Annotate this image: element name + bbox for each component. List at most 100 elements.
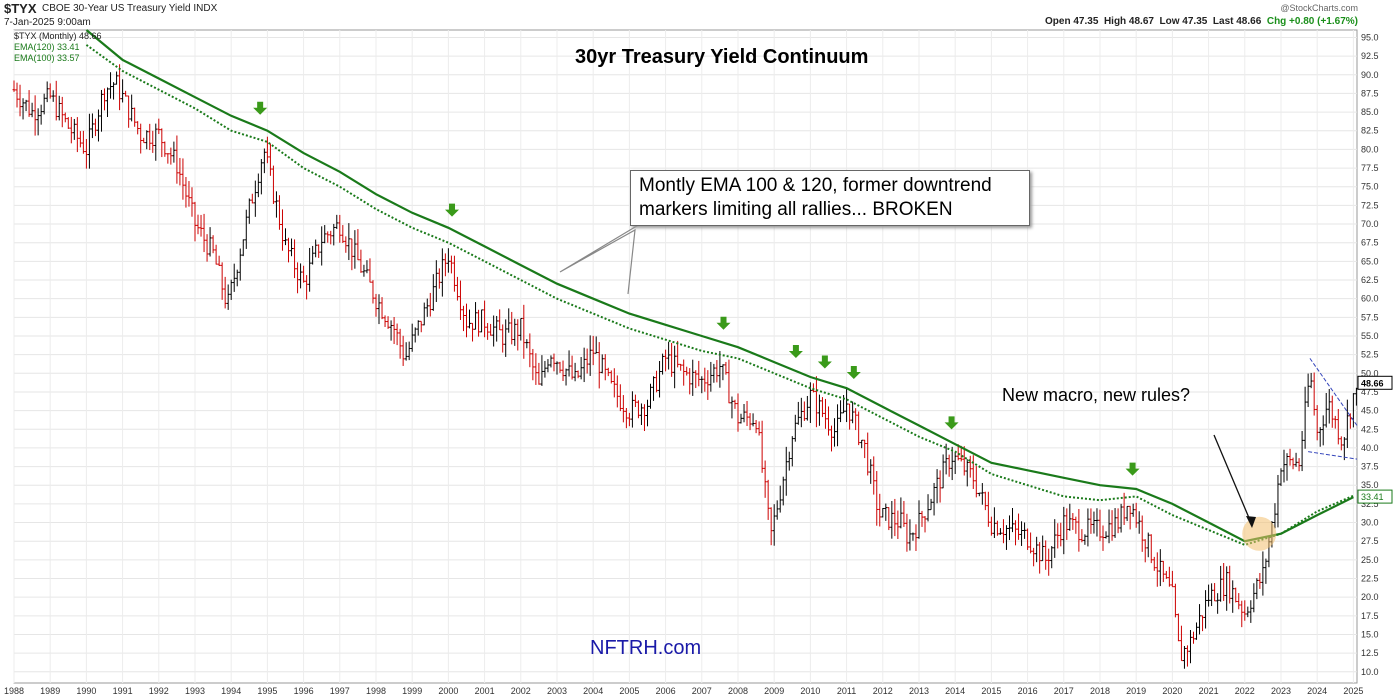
x-tick-label: 2004	[583, 686, 603, 696]
legend: $TYX (Monthly) 48.66 EMA(120) 33.41 EMA(…	[14, 31, 102, 64]
y-tick-label: 40.0	[1361, 443, 1379, 453]
y-tick-label: 65.0	[1361, 256, 1379, 266]
ema-value-box	[1357, 489, 1393, 504]
last-value-box	[1357, 375, 1393, 390]
y-tick-label: 67.5	[1361, 238, 1379, 248]
note-arrow-line	[1213, 434, 1253, 526]
x-tick-label: 2002	[511, 686, 531, 696]
x-tick-label: 1989	[40, 686, 60, 696]
ema120-line	[85, 29, 1354, 543]
y-tick-label: 75.0	[1361, 182, 1379, 192]
y-tick-label: 20.0	[1361, 592, 1379, 602]
y-tick-label: 32.5	[1361, 499, 1379, 509]
y-tick-label: 82.5	[1361, 126, 1379, 136]
downtrend-marker-arrow	[817, 355, 832, 369]
upper-trendline	[1309, 358, 1358, 426]
plot-frame	[13, 29, 1358, 684]
x-tick-label: 2014	[945, 686, 965, 696]
y-tick-label: 10.0	[1361, 667, 1379, 677]
x-tick-label: 2025	[1343, 686, 1363, 696]
last-value-label: 48.66	[1361, 378, 1384, 388]
x-tick-label: 2021	[1199, 686, 1219, 696]
x-tick-label: 1988	[4, 686, 24, 696]
y-tick-label: 70.0	[1361, 219, 1379, 229]
y-tick-label: 95.0	[1361, 32, 1379, 42]
y-tick-label: 30.0	[1361, 518, 1379, 528]
downtrend-marker-arrow	[716, 316, 731, 330]
y-tick-label: 47.5	[1361, 387, 1379, 397]
x-tick-label: 2009	[764, 686, 784, 696]
x-tick-label: 2016	[1018, 686, 1038, 696]
y-tick-label: 35.0	[1361, 480, 1379, 490]
x-tick-label: 2017	[1054, 686, 1074, 696]
high-value: High 48.67	[1103, 16, 1154, 27]
legend-price: $TYX (Monthly) 48.66	[14, 31, 102, 41]
callout-line-2: markers limiting all rallies... BROKEN	[639, 199, 953, 220]
callout-pointer	[559, 223, 641, 295]
downtrend-marker-arrow	[846, 365, 861, 379]
note-arrowhead	[1246, 516, 1256, 528]
x-tick-label: 2001	[475, 686, 495, 696]
x-tick-label: 1994	[221, 686, 241, 696]
y-tick-label: 12.5	[1361, 648, 1379, 658]
y-tick-label: 17.5	[1361, 611, 1379, 621]
x-tick-label: 2023	[1271, 686, 1291, 696]
ema-value-label: 33.41	[1361, 492, 1384, 502]
downtrend-marker-arrow	[788, 345, 803, 359]
price-bars	[12, 64, 1358, 669]
date: 7-Jan-2025 9:00am	[4, 17, 91, 28]
x-tick-label: 1996	[294, 686, 314, 696]
ohlc-readout: Open 47.35 High 48.67 Low 47.35 Last 48.…	[1045, 16, 1358, 27]
x-tick-label: 2010	[800, 686, 820, 696]
y-tick-label: 90.0	[1361, 70, 1379, 80]
watermark: NFTRH.com	[590, 637, 702, 659]
downtrend-marker-arrow	[944, 416, 959, 430]
y-tick-label: 85.0	[1361, 107, 1379, 117]
y-tick-label: 50.0	[1361, 368, 1379, 378]
x-tick-label: 2011	[837, 686, 856, 696]
y-tick-label: 25.0	[1361, 555, 1379, 565]
x-tick-label: 2013	[909, 686, 929, 696]
x-tick-label: 1990	[76, 686, 96, 696]
symbol: $TYX	[4, 1, 37, 16]
x-tick-label: 1991	[113, 686, 133, 696]
x-tick-label: 1997	[330, 686, 350, 696]
y-tick-label: 37.5	[1361, 462, 1379, 472]
brand: @StockCharts.com	[1280, 3, 1358, 13]
downtrend-marker-arrow	[253, 101, 268, 115]
x-tick-label: 2015	[981, 686, 1001, 696]
change-value: Chg +0.80 (+1.67%)	[1266, 16, 1358, 27]
x-tick-label: 2019	[1126, 686, 1146, 696]
y-tick-label: 55.0	[1361, 331, 1379, 341]
x-tick-label: 2007	[692, 686, 712, 696]
y-tick-label: 80.0	[1361, 144, 1379, 154]
y-tick-label: 87.5	[1361, 88, 1379, 98]
y-tick-label: 42.5	[1361, 424, 1379, 434]
chart-header: $TYX CBOE 30-Year US Treasury Yield INDX…	[0, 0, 1400, 30]
x-tick-label: 1992	[149, 686, 169, 696]
y-tick-label: 62.5	[1361, 275, 1379, 285]
x-tick-label: 2000	[438, 686, 458, 696]
downtrend-marker-arrow	[1125, 462, 1140, 476]
y-tick-label: 27.5	[1361, 536, 1379, 546]
description: CBOE 30-Year US Treasury Yield INDX	[42, 3, 218, 14]
x-tick-label: 2006	[656, 686, 676, 696]
x-tick-label: 2022	[1235, 686, 1255, 696]
x-tick-label: 1998	[366, 686, 386, 696]
x-tick-label: 2020	[1162, 686, 1182, 696]
x-tick-label: 1993	[185, 686, 205, 696]
y-tick-label: 60.0	[1361, 294, 1379, 304]
ema100-line	[85, 44, 1354, 546]
lower-trendline	[1308, 451, 1358, 460]
y-tick-label: 45.0	[1361, 406, 1379, 416]
chart-title: 30yr Treasury Yield Continuum	[575, 46, 869, 68]
downtrend-marker-arrow	[445, 203, 460, 217]
x-tick-label: 2008	[728, 686, 748, 696]
y-tick-label: 92.5	[1361, 51, 1379, 61]
x-tick-label: 1995	[257, 686, 277, 696]
y-tick-label: 52.5	[1361, 350, 1379, 360]
macro-note: New macro, new rules?	[1002, 385, 1191, 405]
y-tick-label: 77.5	[1361, 163, 1379, 173]
low-value: Low 47.35	[1159, 16, 1208, 27]
